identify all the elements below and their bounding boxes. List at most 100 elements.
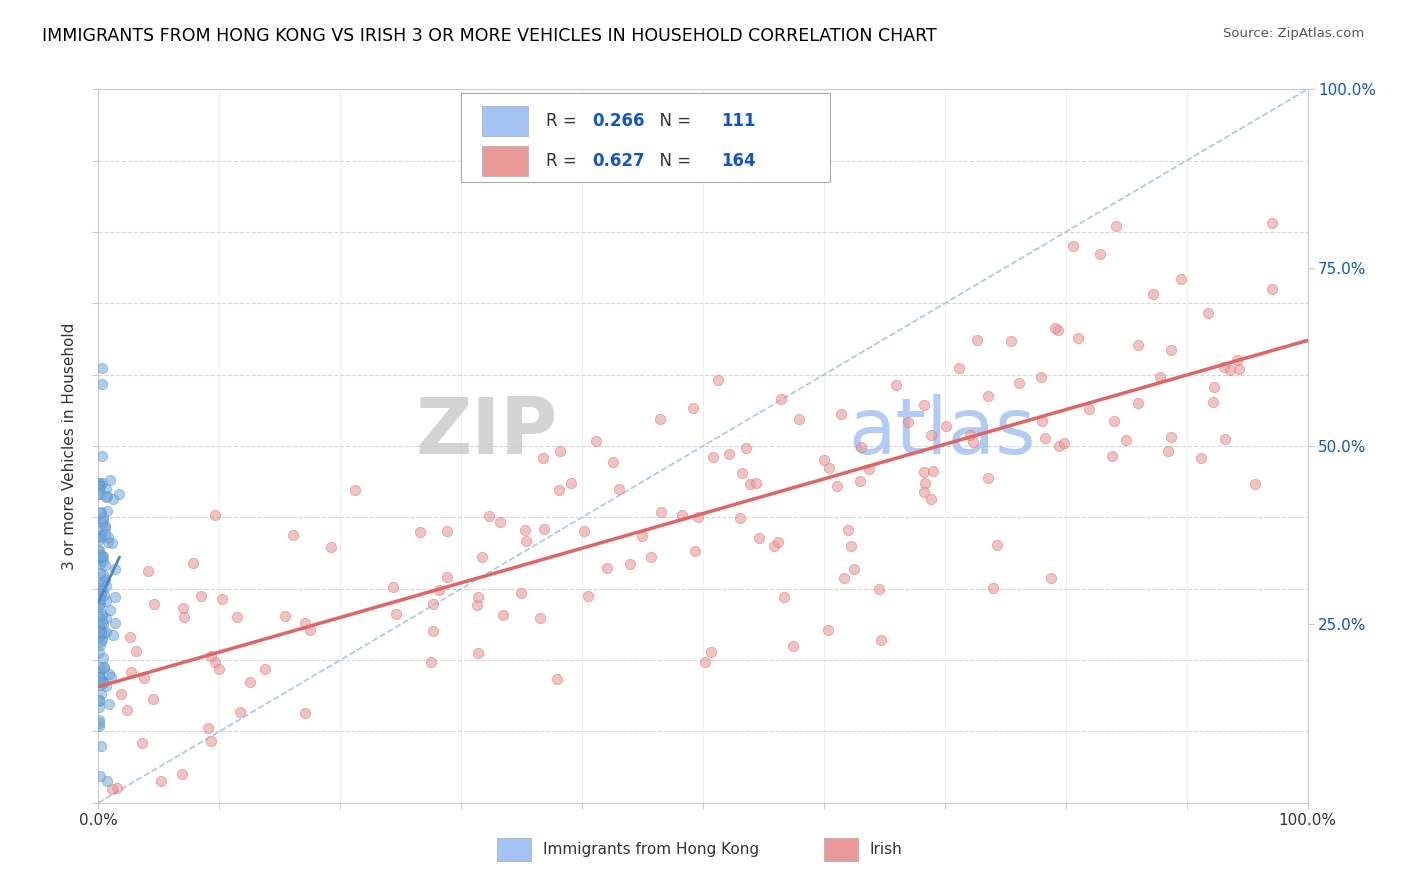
Point — [602, 454, 624, 468]
Point — [89, 529, 111, 543]
Point — [560, 475, 582, 490]
Point — [1105, 219, 1128, 234]
Text: atlas: atlas — [848, 393, 1036, 470]
Point — [409, 524, 432, 539]
Point — [91, 516, 114, 530]
Point — [702, 450, 724, 464]
Point — [125, 644, 148, 658]
Point — [1033, 431, 1056, 445]
Point — [132, 672, 155, 686]
Point — [90, 550, 112, 565]
Point — [89, 475, 111, 490]
Point — [89, 532, 111, 546]
Point — [97, 535, 120, 549]
Point — [93, 521, 115, 535]
Point — [671, 508, 693, 523]
Point — [89, 521, 111, 535]
Point — [90, 529, 112, 543]
Point — [830, 407, 852, 421]
Point — [849, 474, 872, 488]
Point — [868, 582, 890, 596]
Point — [763, 539, 786, 553]
Point — [89, 557, 111, 571]
Point — [89, 609, 111, 624]
Text: R =: R = — [546, 112, 582, 130]
Point — [510, 586, 533, 600]
Point — [239, 674, 262, 689]
Point — [773, 590, 796, 604]
Point — [94, 679, 117, 693]
Text: R =: R = — [546, 152, 582, 169]
Point — [149, 774, 172, 789]
Point — [91, 514, 114, 528]
Point — [97, 530, 120, 544]
Text: Immigrants from Hong Kong: Immigrants from Hong Kong — [543, 842, 759, 856]
Point — [94, 483, 117, 497]
Point — [546, 673, 568, 687]
Point — [204, 655, 226, 669]
Point — [89, 487, 111, 501]
Point — [465, 598, 488, 612]
Point — [200, 734, 222, 748]
Point — [101, 492, 124, 507]
Point — [1260, 216, 1282, 230]
Point — [728, 511, 751, 525]
Point — [94, 527, 117, 541]
Point — [1191, 450, 1213, 465]
Point — [131, 736, 153, 750]
Point — [294, 615, 316, 630]
Point — [912, 484, 935, 499]
Point — [1261, 282, 1284, 296]
Point — [817, 623, 839, 637]
Point — [90, 607, 112, 621]
Point — [228, 706, 250, 720]
Point — [837, 523, 859, 537]
Point — [90, 625, 112, 640]
Point — [87, 475, 110, 490]
Point — [686, 509, 709, 524]
Point — [1213, 359, 1236, 374]
Point — [1101, 449, 1123, 463]
Point — [87, 678, 110, 692]
Point — [1243, 476, 1265, 491]
Point — [90, 739, 112, 753]
Point — [90, 549, 112, 563]
Point — [94, 518, 117, 533]
Point — [98, 667, 121, 681]
Point — [436, 570, 458, 584]
Point — [1157, 443, 1180, 458]
Point — [90, 632, 112, 646]
Point — [1047, 440, 1070, 454]
Point — [89, 591, 111, 606]
Y-axis label: 3 or more Vehicles in Household: 3 or more Vehicles in Household — [62, 322, 77, 570]
Point — [89, 638, 111, 652]
Point — [478, 508, 501, 523]
Point — [208, 662, 231, 676]
Point — [94, 572, 117, 586]
Point — [1000, 334, 1022, 348]
Point — [91, 675, 114, 690]
Point — [274, 609, 297, 624]
Point — [631, 529, 654, 543]
Point — [90, 476, 112, 491]
Text: IMMIGRANTS FROM HONG KONG VS IRISH 3 OR MORE VEHICLES IN HOUSEHOLD CORRELATION C: IMMIGRANTS FROM HONG KONG VS IRISH 3 OR … — [42, 27, 936, 45]
Point — [1008, 376, 1031, 390]
Point — [96, 611, 118, 625]
Point — [1204, 379, 1226, 393]
Point — [648, 412, 671, 426]
Point — [1213, 432, 1236, 446]
Point — [921, 464, 943, 478]
Point — [143, 597, 166, 611]
Point — [90, 552, 112, 566]
Point — [467, 646, 489, 660]
Point — [717, 447, 740, 461]
Point — [422, 624, 444, 638]
Point — [1128, 338, 1150, 352]
Point — [1046, 323, 1069, 337]
Point — [321, 540, 343, 554]
Text: Irish: Irish — [870, 842, 903, 856]
Point — [89, 548, 111, 562]
Point — [110, 687, 132, 701]
Point — [682, 401, 704, 416]
Point — [94, 579, 117, 593]
